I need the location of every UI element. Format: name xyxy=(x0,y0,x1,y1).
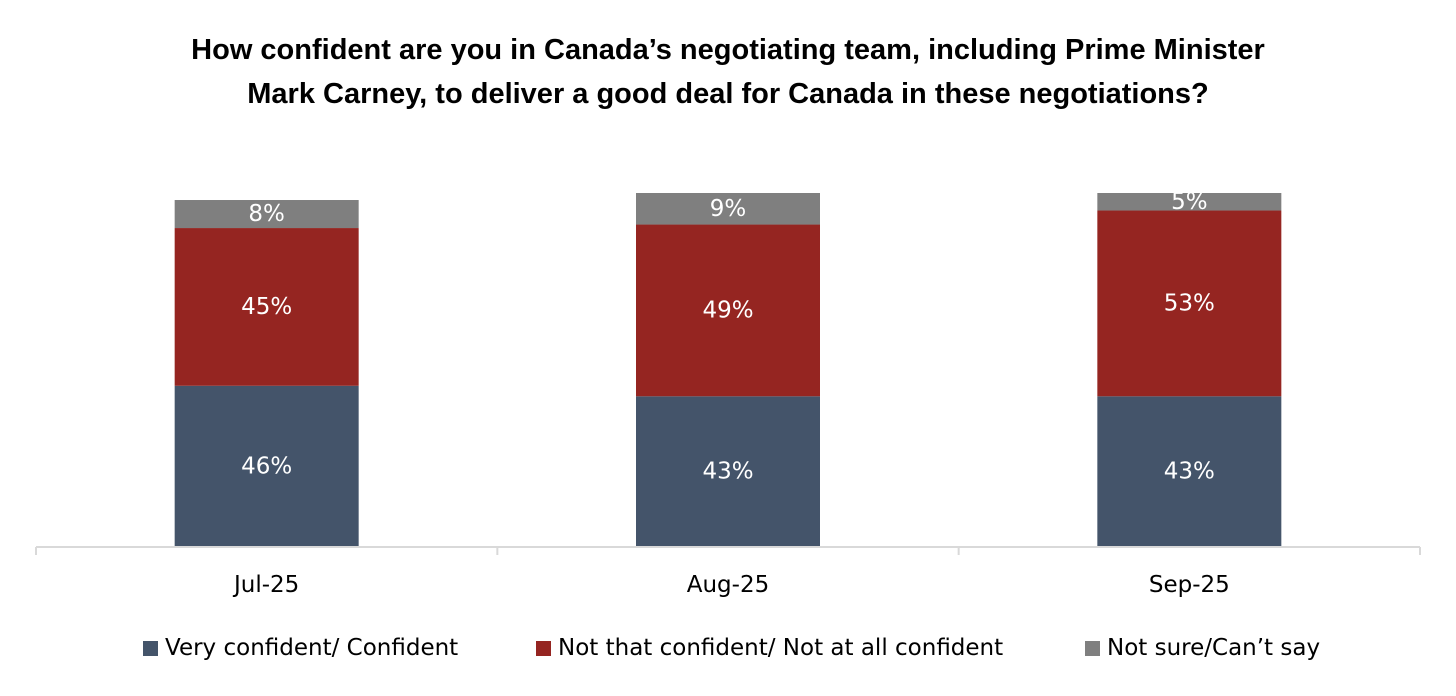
bar-segment xyxy=(174,200,359,229)
legend-item: Not that confident/ Not at all confident xyxy=(536,630,1003,666)
legend-label: Very confident/ Confident xyxy=(165,635,459,661)
data-label: 8% xyxy=(248,201,285,227)
chart-title: How confident are you in Canada’s negoti… xyxy=(191,34,1265,110)
x-axis-ticks xyxy=(35,547,1421,555)
x-tick-label: Jul-25 xyxy=(232,572,299,598)
legend-item: Not sure/Can’t say xyxy=(1085,630,1320,666)
bars-layer: 46% 45% 8% 43% 49% 9% 43% 53% 5% xyxy=(174,189,1282,547)
data-label: 45% xyxy=(241,294,292,320)
data-label: 43% xyxy=(702,459,753,485)
data-label: 53% xyxy=(1164,290,1215,316)
legend: Very confident/ Confident Not that confid… xyxy=(0,630,1456,666)
bar-segment xyxy=(636,396,820,547)
legend-label: Not that confident/ Not at all confident xyxy=(558,635,1004,661)
bar-segment xyxy=(174,385,359,547)
legend-label: Not sure/Can’t say xyxy=(1107,635,1321,661)
x-tick-label: Aug-25 xyxy=(687,572,769,598)
bar-segment xyxy=(1097,193,1282,211)
stacked-bar-chart: 46% 45% 8% 43% 49% 9% 43% 53% 5% Jul-25 Aug-25 Sep… xyxy=(35,189,1421,598)
bar-segment xyxy=(636,224,820,397)
x-tick-label: Sep-25 xyxy=(1149,572,1230,598)
data-label: 43% xyxy=(1164,459,1215,485)
data-label: 46% xyxy=(241,453,292,479)
bar-segment xyxy=(636,193,820,225)
legend-swatch xyxy=(1085,640,1100,656)
data-label: 49% xyxy=(702,297,753,323)
bar-segment xyxy=(1097,396,1282,547)
data-label: 9% xyxy=(710,196,747,222)
legend-item: Very confident/ Confident xyxy=(143,630,458,666)
data-label: 5% xyxy=(1171,189,1208,215)
x-axis-labels: Jul-25 Aug-25 Sep-25 xyxy=(232,572,1230,598)
bar-segment xyxy=(174,228,359,386)
bar-segment xyxy=(1097,210,1282,397)
legend-swatch xyxy=(536,640,551,656)
legend-swatch xyxy=(143,640,158,656)
